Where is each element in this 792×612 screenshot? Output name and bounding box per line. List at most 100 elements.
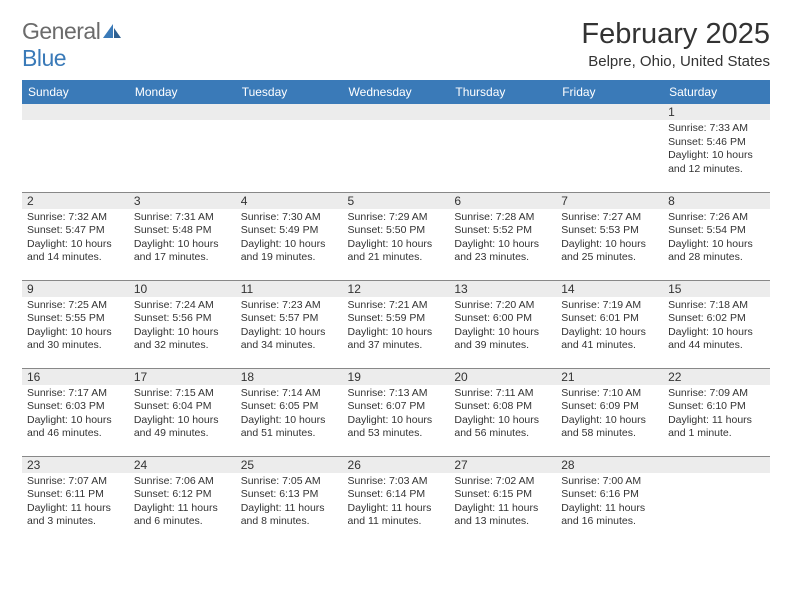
- day-number: 15: [663, 281, 770, 297]
- daylight-text-2: and 49 minutes.: [134, 427, 231, 441]
- daylight-text-1: Daylight: 10 hours: [348, 238, 445, 252]
- day-number: 8: [663, 193, 770, 209]
- daylight-text-2: and 39 minutes.: [454, 339, 551, 353]
- sunrise-text: Sunrise: 7:29 AM: [348, 211, 445, 225]
- daylight-text-1: Daylight: 10 hours: [27, 414, 124, 428]
- calendar-cell: 2Sunrise: 7:32 AMSunset: 5:47 PMDaylight…: [22, 192, 129, 280]
- daylight-text-1: Daylight: 10 hours: [454, 414, 551, 428]
- day-number: 22: [663, 369, 770, 385]
- day-info: Sunrise: 7:07 AMSunset: 6:11 PMDaylight:…: [22, 473, 129, 530]
- sunrise-text: Sunrise: 7:23 AM: [241, 299, 338, 313]
- day-info: Sunrise: 7:19 AMSunset: 6:01 PMDaylight:…: [556, 297, 663, 354]
- sunrise-text: Sunrise: 7:07 AM: [27, 475, 124, 489]
- day-number: [236, 104, 343, 120]
- day-info: Sunrise: 7:17 AMSunset: 6:03 PMDaylight:…: [22, 385, 129, 442]
- daylight-text-1: Daylight: 10 hours: [134, 326, 231, 340]
- calendar-cell: 27Sunrise: 7:02 AMSunset: 6:15 PMDayligh…: [449, 456, 556, 544]
- calendar-cell: [556, 104, 663, 192]
- calendar-cell: 22Sunrise: 7:09 AMSunset: 6:10 PMDayligh…: [663, 368, 770, 456]
- sunset-text: Sunset: 5:54 PM: [668, 224, 765, 238]
- sunset-text: Sunset: 6:14 PM: [348, 488, 445, 502]
- sunrise-text: Sunrise: 7:18 AM: [668, 299, 765, 313]
- daylight-text-1: Daylight: 11 hours: [668, 414, 765, 428]
- daylight-text-2: and 25 minutes.: [561, 251, 658, 265]
- day-number: 3: [129, 193, 236, 209]
- calendar-cell: 1Sunrise: 7:33 AMSunset: 5:46 PMDaylight…: [663, 104, 770, 192]
- sunset-text: Sunset: 5:55 PM: [27, 312, 124, 326]
- calendar-cell: [449, 104, 556, 192]
- sunset-text: Sunset: 5:57 PM: [241, 312, 338, 326]
- sunset-text: Sunset: 5:52 PM: [454, 224, 551, 238]
- day-number: 18: [236, 369, 343, 385]
- daylight-text-1: Daylight: 10 hours: [241, 238, 338, 252]
- daylight-text-2: and 3 minutes.: [27, 515, 124, 529]
- daylight-text-2: and 46 minutes.: [27, 427, 124, 441]
- sunrise-text: Sunrise: 7:14 AM: [241, 387, 338, 401]
- day-number: [556, 104, 663, 120]
- day-info: Sunrise: 7:18 AMSunset: 6:02 PMDaylight:…: [663, 297, 770, 354]
- daylight-text-1: Daylight: 11 hours: [134, 502, 231, 516]
- day-number: 21: [556, 369, 663, 385]
- daylight-text-2: and 56 minutes.: [454, 427, 551, 441]
- calendar-cell: 7Sunrise: 7:27 AMSunset: 5:53 PMDaylight…: [556, 192, 663, 280]
- sunset-text: Sunset: 5:56 PM: [134, 312, 231, 326]
- sunset-text: Sunset: 5:48 PM: [134, 224, 231, 238]
- calendar-cell: 26Sunrise: 7:03 AMSunset: 6:14 PMDayligh…: [343, 456, 450, 544]
- daylight-text-1: Daylight: 10 hours: [241, 326, 338, 340]
- sunrise-text: Sunrise: 7:24 AM: [134, 299, 231, 313]
- day-info: Sunrise: 7:06 AMSunset: 6:12 PMDaylight:…: [129, 473, 236, 530]
- daylight-text-1: Daylight: 10 hours: [561, 238, 658, 252]
- daylight-text-2: and 21 minutes.: [348, 251, 445, 265]
- calendar-cell: 21Sunrise: 7:10 AMSunset: 6:09 PMDayligh…: [556, 368, 663, 456]
- day-number: 7: [556, 193, 663, 209]
- day-header-wednesday: Wednesday: [343, 80, 450, 104]
- calendar-cell: 28Sunrise: 7:00 AMSunset: 6:16 PMDayligh…: [556, 456, 663, 544]
- day-header-sunday: Sunday: [22, 80, 129, 104]
- day-info: Sunrise: 7:31 AMSunset: 5:48 PMDaylight:…: [129, 209, 236, 266]
- day-info: Sunrise: 7:11 AMSunset: 6:08 PMDaylight:…: [449, 385, 556, 442]
- daylight-text-1: Daylight: 10 hours: [561, 326, 658, 340]
- day-number: 16: [22, 369, 129, 385]
- day-info: Sunrise: 7:03 AMSunset: 6:14 PMDaylight:…: [343, 473, 450, 530]
- day-number: 25: [236, 457, 343, 473]
- sunset-text: Sunset: 6:09 PM: [561, 400, 658, 414]
- sunrise-text: Sunrise: 7:15 AM: [134, 387, 231, 401]
- day-header-thursday: Thursday: [449, 80, 556, 104]
- daylight-text-1: Daylight: 11 hours: [27, 502, 124, 516]
- day-number: 19: [343, 369, 450, 385]
- day-header-row: Sunday Monday Tuesday Wednesday Thursday…: [22, 80, 770, 104]
- sunrise-text: Sunrise: 7:06 AM: [134, 475, 231, 489]
- day-header-friday: Friday: [556, 80, 663, 104]
- logo-text: General Blue: [22, 18, 122, 72]
- daylight-text-1: Daylight: 11 hours: [454, 502, 551, 516]
- sunset-text: Sunset: 5:50 PM: [348, 224, 445, 238]
- sunset-text: Sunset: 6:08 PM: [454, 400, 551, 414]
- daylight-text-2: and 44 minutes.: [668, 339, 765, 353]
- logo-sail-icon: [102, 18, 122, 45]
- calendar-cell: 12Sunrise: 7:21 AMSunset: 5:59 PMDayligh…: [343, 280, 450, 368]
- daylight-text-1: Daylight: 11 hours: [241, 502, 338, 516]
- sunrise-text: Sunrise: 7:13 AM: [348, 387, 445, 401]
- daylight-text-1: Daylight: 10 hours: [348, 326, 445, 340]
- daylight-text-1: Daylight: 10 hours: [241, 414, 338, 428]
- day-info: Sunrise: 7:23 AMSunset: 5:57 PMDaylight:…: [236, 297, 343, 354]
- day-number: [129, 104, 236, 120]
- day-number: 24: [129, 457, 236, 473]
- daylight-text-1: Daylight: 10 hours: [134, 414, 231, 428]
- day-number: 27: [449, 457, 556, 473]
- sunset-text: Sunset: 6:13 PM: [241, 488, 338, 502]
- sunrise-text: Sunrise: 7:05 AM: [241, 475, 338, 489]
- logo-text-blue: Blue: [22, 45, 66, 71]
- calendar-cell: 6Sunrise: 7:28 AMSunset: 5:52 PMDaylight…: [449, 192, 556, 280]
- calendar-week-row: 2Sunrise: 7:32 AMSunset: 5:47 PMDaylight…: [22, 192, 770, 280]
- day-number: 6: [449, 193, 556, 209]
- sunset-text: Sunset: 6:07 PM: [348, 400, 445, 414]
- calendar-cell: 10Sunrise: 7:24 AMSunset: 5:56 PMDayligh…: [129, 280, 236, 368]
- day-number: 4: [236, 193, 343, 209]
- calendar-cell: 15Sunrise: 7:18 AMSunset: 6:02 PMDayligh…: [663, 280, 770, 368]
- day-info: Sunrise: 7:09 AMSunset: 6:10 PMDaylight:…: [663, 385, 770, 442]
- calendar-cell: 23Sunrise: 7:07 AMSunset: 6:11 PMDayligh…: [22, 456, 129, 544]
- day-info: Sunrise: 7:26 AMSunset: 5:54 PMDaylight:…: [663, 209, 770, 266]
- daylight-text-2: and 53 minutes.: [348, 427, 445, 441]
- sunrise-text: Sunrise: 7:10 AM: [561, 387, 658, 401]
